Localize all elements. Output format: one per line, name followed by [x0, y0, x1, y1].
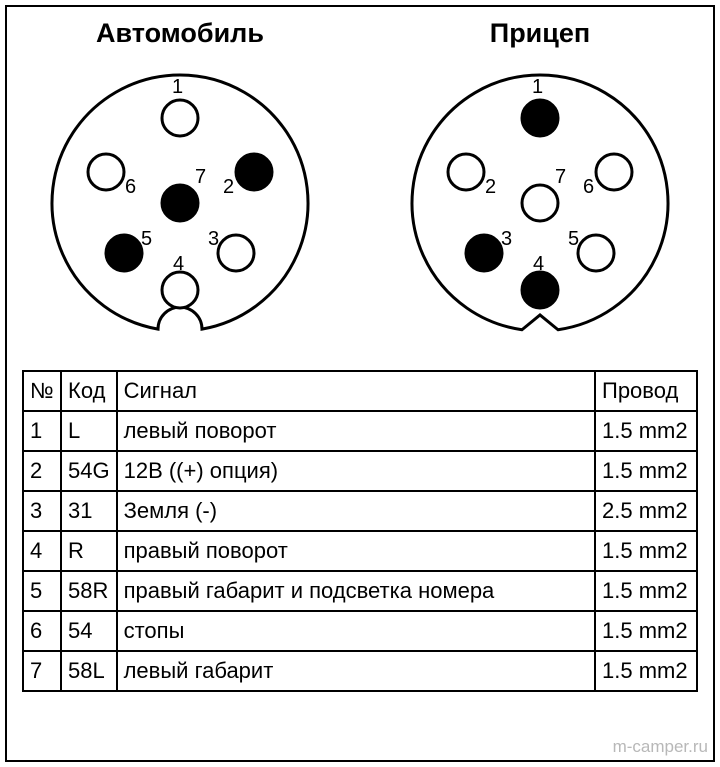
cell-signal: правый габарит и подсветка номера	[117, 571, 595, 611]
pin-label-1: 1	[532, 76, 543, 99]
pin-label-5: 5	[568, 228, 579, 251]
cell-num: 3	[23, 491, 61, 531]
th-wire: Провод	[595, 371, 697, 411]
table-header-row: №КодСигналПровод	[23, 371, 697, 411]
cell-code: 54G	[61, 451, 117, 491]
pin-4	[522, 272, 558, 308]
cell-code: 31	[61, 491, 117, 531]
connector-vehicle: 1 2 3 45 6 7	[45, 68, 315, 338]
pin-2	[236, 154, 272, 190]
table-row: 4Rправый поворот1.5 mm2	[23, 531, 697, 571]
cell-num: 2	[23, 451, 61, 491]
pin-label-1: 1	[172, 76, 183, 99]
table-row: 758Lлевый габарит1.5 mm2	[23, 651, 697, 691]
pin-label-4: 4	[533, 253, 544, 276]
pin-2	[448, 154, 484, 190]
pin-7	[162, 185, 198, 221]
cell-signal: левый поворот	[117, 411, 595, 451]
table-row: 1Lлевый поворот1.5 mm2	[23, 411, 697, 451]
cell-signal: 12В ((+) опция)	[117, 451, 595, 491]
cell-wire: 1.5 mm2	[595, 411, 697, 451]
th-code: Код	[61, 371, 117, 411]
table-row: 558Rправый габарит и подсветка номера1.5…	[23, 571, 697, 611]
pin-6	[596, 154, 632, 190]
pin-label-3: 3	[501, 228, 512, 251]
connector-trailer: 1 2 34 5 67	[405, 68, 675, 338]
pin-label-3: 3	[208, 228, 219, 251]
cell-code: L	[61, 411, 117, 451]
pin-1	[522, 100, 558, 136]
title-trailer: Прицеп	[360, 18, 720, 49]
cell-wire: 1.5 mm2	[595, 651, 697, 691]
th-signal: Сигнал	[117, 371, 595, 411]
cell-num: 5	[23, 571, 61, 611]
cell-code: 58L	[61, 651, 117, 691]
cell-signal: Земля (-)	[117, 491, 595, 531]
cell-wire: 1.5 mm2	[595, 531, 697, 571]
pin-label-7: 7	[555, 166, 566, 189]
pin-label-4: 4	[173, 253, 184, 276]
cell-num: 1	[23, 411, 61, 451]
watermark: m-camper.ru	[613, 737, 708, 757]
cell-signal: левый габарит	[117, 651, 595, 691]
cell-signal: стопы	[117, 611, 595, 651]
pin-4	[162, 272, 198, 308]
cell-num: 7	[23, 651, 61, 691]
diagrams-row: 1234567 1234567	[0, 68, 720, 338]
cell-num: 4	[23, 531, 61, 571]
pinout-table-wrap: №КодСигналПровод1Lлевый поворот1.5 mm225…	[22, 370, 698, 692]
pin-label-5: 5	[141, 228, 152, 251]
pin-1	[162, 100, 198, 136]
pin-label-7: 7	[195, 166, 206, 189]
pin-7	[522, 185, 558, 221]
cell-wire: 1.5 mm2	[595, 571, 697, 611]
table-row: 654стопы1.5 mm2	[23, 611, 697, 651]
table-row: 331Земля (-)2.5 mm2	[23, 491, 697, 531]
pin-6	[88, 154, 124, 190]
pin-label-6: 6	[125, 176, 136, 199]
titles-row: Автомобиль Прицеп	[0, 18, 720, 49]
cell-code: R	[61, 531, 117, 571]
pinout-table: №КодСигналПровод1Lлевый поворот1.5 mm225…	[22, 370, 698, 692]
pin-5	[106, 235, 142, 271]
cell-code: 58R	[61, 571, 117, 611]
pin-label-2: 2	[485, 176, 496, 199]
th-num: №	[23, 371, 61, 411]
pin-3	[466, 235, 502, 271]
pin-label-2: 2	[223, 176, 234, 199]
pin-3	[218, 235, 254, 271]
cell-signal: правый поворот	[117, 531, 595, 571]
cell-wire: 1.5 mm2	[595, 451, 697, 491]
cell-code: 54	[61, 611, 117, 651]
pin-label-6: 6	[583, 176, 594, 199]
cell-wire: 2.5 mm2	[595, 491, 697, 531]
cell-wire: 1.5 mm2	[595, 611, 697, 651]
table-row: 254G12В ((+) опция)1.5 mm2	[23, 451, 697, 491]
title-vehicle: Автомобиль	[0, 18, 360, 49]
cell-num: 6	[23, 611, 61, 651]
pin-5	[578, 235, 614, 271]
